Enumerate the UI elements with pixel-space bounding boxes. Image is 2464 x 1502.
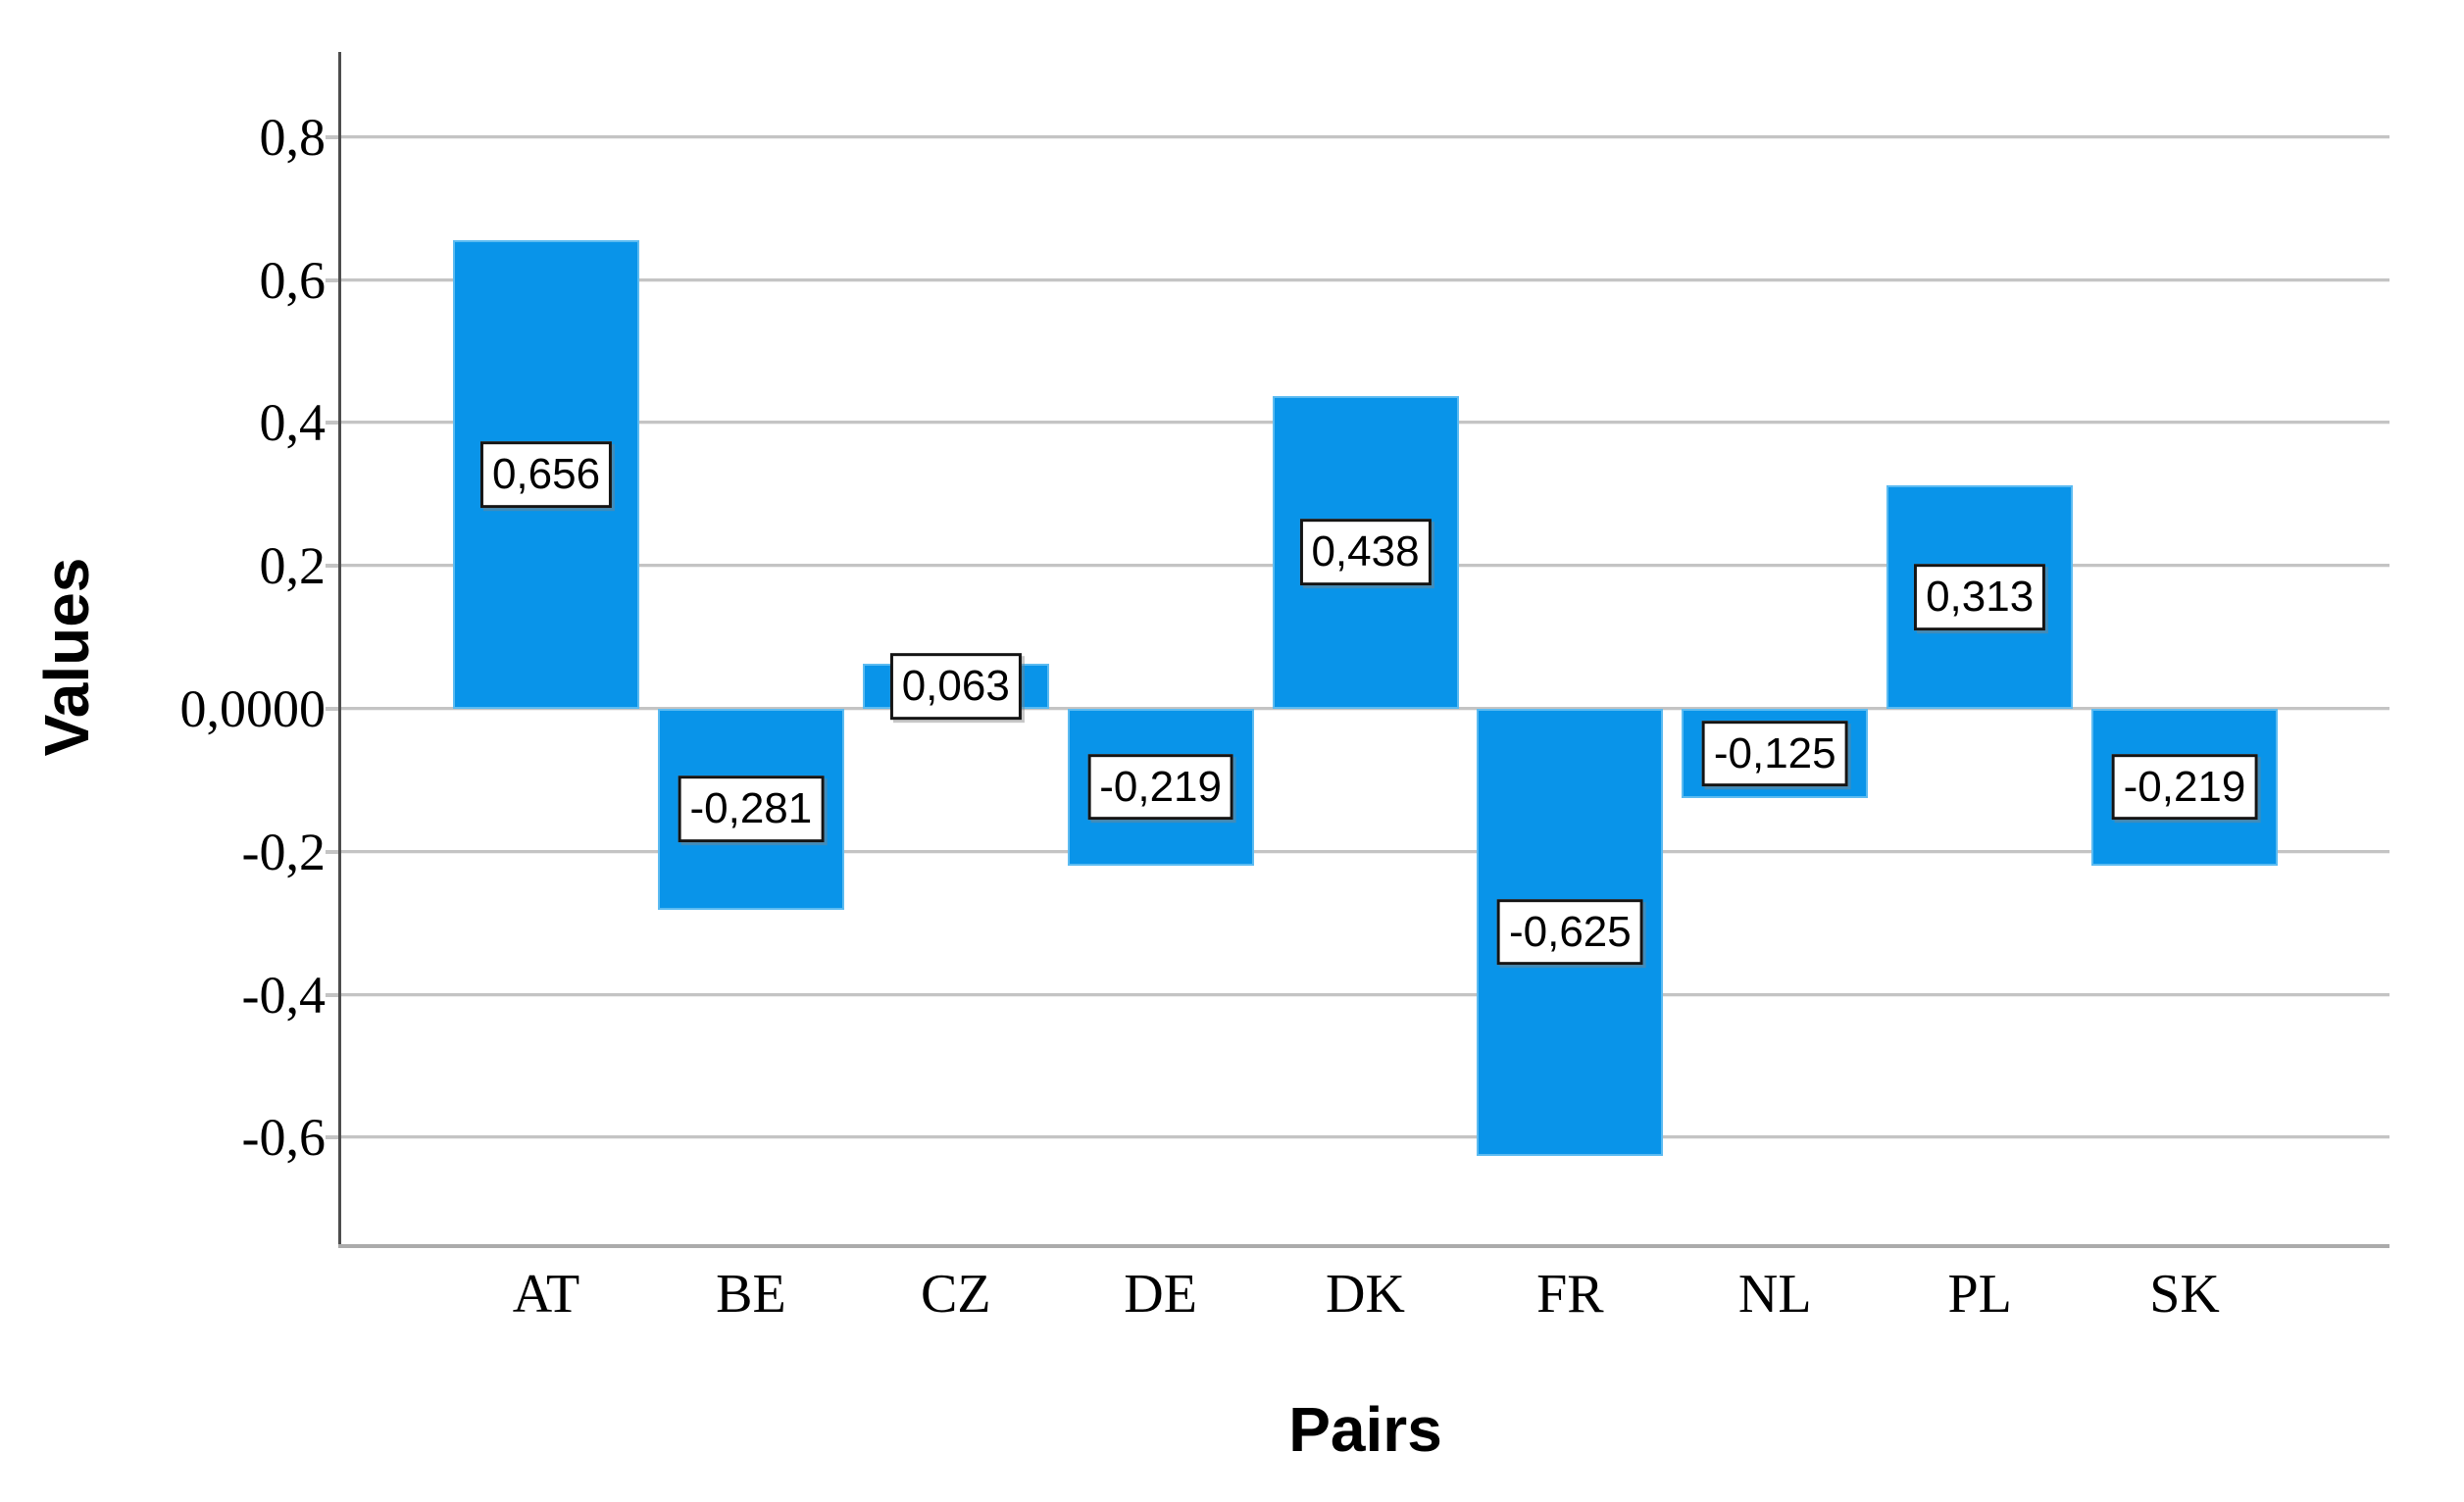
x-axis-title: Pairs	[1288, 1394, 1442, 1465]
y-axis-tick-label: 0,8	[259, 107, 327, 167]
y-axis-tick-label: 0,0000	[179, 679, 327, 738]
gridline	[341, 707, 2389, 711]
gridline	[341, 992, 2389, 997]
y-axis-tick-mark	[326, 707, 341, 711]
x-category-label: DE	[1124, 1264, 1197, 1325]
bar-value-label: 0,438	[1299, 519, 1432, 586]
gridline	[341, 277, 2389, 282]
x-category-label: DK	[1326, 1264, 1405, 1325]
bar-value-label: -0,625	[1496, 898, 1643, 966]
y-axis-line	[338, 52, 341, 1247]
x-category-label: PL	[1947, 1264, 2012, 1325]
gridline	[341, 849, 2389, 854]
bar-value-label: 0,063	[889, 653, 1022, 720]
y-axis-tick-mark	[326, 1135, 341, 1140]
y-axis-tick-mark	[326, 134, 341, 139]
y-axis-tick-label: 0,2	[259, 536, 327, 596]
x-category-label: BE	[716, 1264, 786, 1325]
y-axis-tick-label: 0,4	[259, 393, 327, 453]
y-axis-tick-mark	[326, 564, 341, 569]
x-category-label: CZ	[920, 1264, 991, 1325]
x-category-label: FR	[1536, 1264, 1604, 1325]
y-axis-tick-label: -0,4	[241, 965, 326, 1025]
bar-value-label: -0,125	[1701, 720, 1848, 787]
y-axis-tick-label: -0,6	[241, 1108, 326, 1168]
bar-value-label: -0,281	[678, 776, 825, 843]
bar-value-label: -0,219	[2111, 753, 2258, 821]
plot-area: 0,656 -0,281 0,063 -0,219 0,438 -0,625 -0,125 0…	[326, 52, 2389, 1248]
bar-value-label: 0,656	[479, 441, 613, 508]
x-category-label: SK	[2149, 1264, 2220, 1325]
x-category-label: NL	[1737, 1264, 1812, 1325]
x-category-label: AT	[512, 1264, 580, 1325]
x-axis-baseline	[338, 1244, 2389, 1248]
y-axis-tick-label: 0,6	[259, 250, 327, 310]
gridline	[341, 134, 2389, 139]
bar-value-label: -0,219	[1087, 753, 1234, 821]
gridline	[341, 1135, 2389, 1140]
y-axis-tick-mark	[326, 992, 341, 997]
y-axis-tick-mark	[326, 277, 341, 282]
y-axis-tick-label: -0,2	[241, 822, 326, 881]
y-axis-tick-mark	[326, 421, 341, 426]
bar-value-label: 0,313	[1914, 564, 2046, 630]
y-axis-tick-mark	[326, 849, 341, 854]
